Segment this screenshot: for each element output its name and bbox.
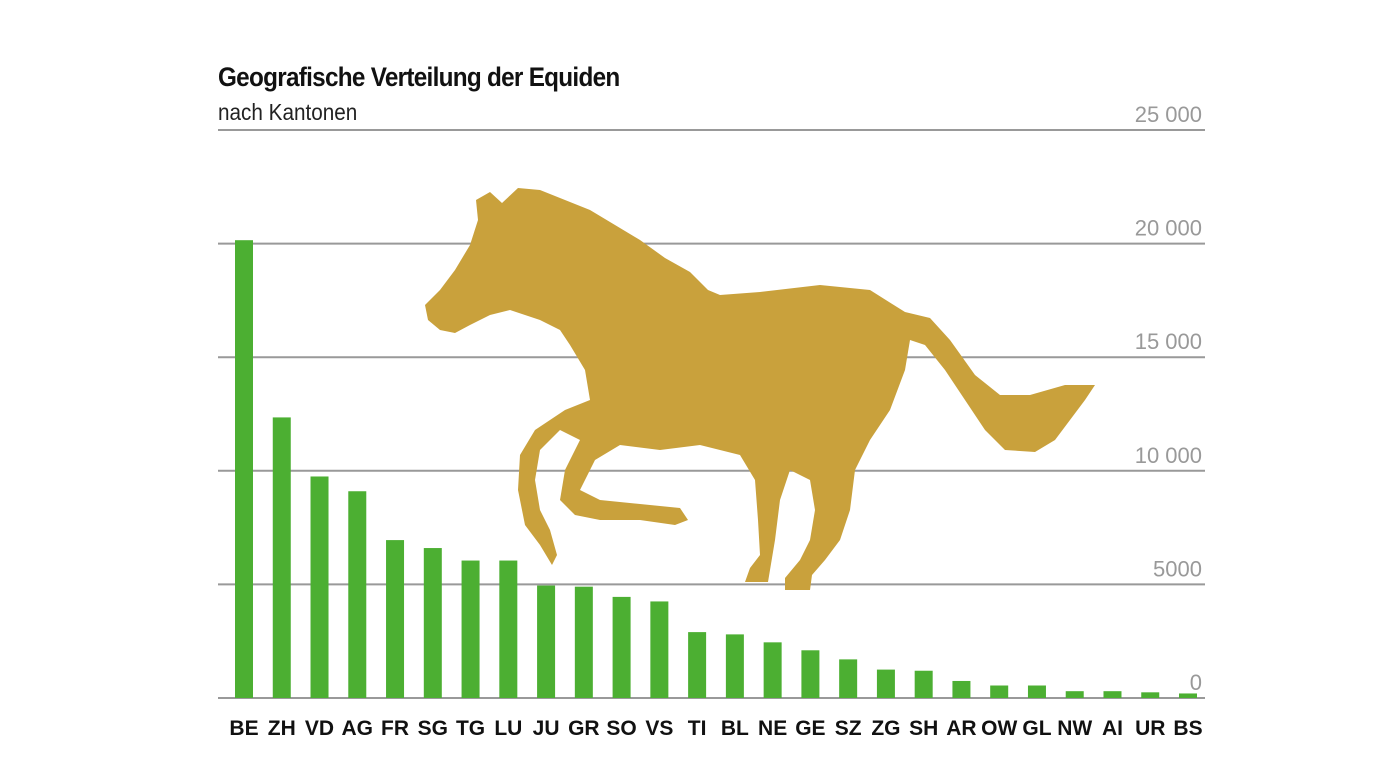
x-axis-labels: BE ZH VD AG FR SG TG LU JU GR SO VS TI BL NE GE SZ ZG SH AR…: [229, 717, 1202, 740]
y-tick-label: 25 000: [1135, 102, 1202, 127]
bar-tg: [461, 560, 480, 698]
x-tick-label: BS: [1173, 717, 1202, 740]
x-tick-label: NE: [758, 717, 787, 740]
bar-ur: [1141, 692, 1160, 698]
x-tick-label: GR: [568, 717, 600, 740]
x-tick-label: VS: [645, 717, 673, 740]
bar-sz: [839, 659, 858, 698]
bar-be: [235, 240, 253, 698]
x-tick-label: LU: [494, 717, 522, 740]
bar-ge: [801, 650, 820, 698]
x-tick-label: GE: [795, 717, 825, 740]
x-tick-label: SG: [418, 717, 448, 740]
x-tick-label: BE: [229, 717, 258, 740]
x-tick-label: AI: [1102, 717, 1123, 740]
bar-ar: [952, 680, 971, 698]
gridlines: [218, 129, 1205, 699]
x-tick-label: TI: [688, 717, 707, 740]
chart-subtitle: nach Kantonen: [218, 99, 358, 125]
x-tick-label: FR: [381, 717, 409, 740]
x-tick-label: SH: [909, 717, 938, 740]
x-tick-label: OW: [981, 717, 1017, 740]
bar-gl: [1027, 685, 1046, 698]
y-tick-label: 15 000: [1135, 329, 1202, 354]
bar-fr: [386, 540, 405, 698]
bar-ti: [688, 632, 707, 698]
y-tick-label: 5000: [1153, 556, 1202, 581]
y-tick-label: 20 000: [1135, 216, 1202, 241]
x-tick-label: UR: [1135, 717, 1165, 740]
x-tick-label: BL: [721, 717, 749, 740]
bar-ag: [348, 491, 367, 698]
bar-zg: [876, 669, 895, 698]
bar-vs: [650, 601, 669, 698]
horse-silhouette-icon: [425, 188, 1095, 590]
x-tick-label: NW: [1057, 717, 1092, 740]
y-tick-label: 10 000: [1135, 443, 1202, 468]
x-tick-label: AR: [946, 717, 976, 740]
x-tick-label: ZH: [268, 717, 296, 740]
x-tick-label: SO: [606, 717, 636, 740]
bar-zh: [272, 417, 291, 698]
bars: [235, 240, 1197, 698]
chart-title: Geografische Verteilung der Equiden: [218, 62, 620, 92]
bar-ne: [763, 642, 782, 698]
bar-sg: [423, 548, 442, 698]
x-tick-label: TG: [456, 717, 485, 740]
x-tick-label: GL: [1022, 717, 1051, 740]
bar-gr: [574, 586, 593, 698]
y-tick-label: 0: [1190, 670, 1202, 695]
x-tick-label: VD: [305, 717, 334, 740]
x-tick-label: JU: [533, 717, 560, 740]
bar-ow: [990, 685, 1009, 698]
x-tick-label: ZG: [871, 717, 900, 740]
bar-nw: [1065, 691, 1084, 698]
bar-vd: [310, 476, 329, 698]
x-tick-label: AG: [342, 717, 374, 740]
bar-sh: [914, 670, 933, 698]
bar-bs: [1179, 693, 1197, 698]
bar-bl: [725, 634, 744, 698]
bar-ai: [1103, 691, 1122, 698]
bar-ju: [537, 585, 556, 698]
x-tick-label: SZ: [835, 717, 862, 740]
y-axis-labels: 0 5000 10 000 15 000 20 000 25 000: [1135, 102, 1202, 695]
bar-so: [612, 596, 631, 698]
bar-lu: [499, 560, 518, 698]
